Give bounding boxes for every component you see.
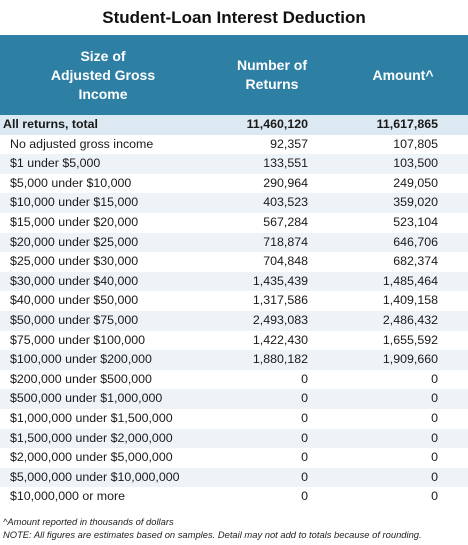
table-row: $200,000 under $500,000 0 0: [0, 370, 468, 390]
table-row: $5,000,000 under $10,000,000 0 0: [0, 467, 468, 488]
column-header-agi-size: Size of Adjusted Gross Income: [0, 35, 206, 115]
number-of-returns-cell: 92,357: [270, 136, 308, 151]
header-returns-line: Returns: [245, 76, 299, 92]
agi-size-cell: $200,000 under $500,000: [10, 371, 152, 386]
agi-size-cell: $10,000 under $15,000: [10, 195, 139, 210]
amount-cell: 0: [431, 410, 438, 425]
table-row: $25,000 under $30,000 704,848 682,374: [0, 252, 468, 272]
number-of-returns-cell: 2,493,083: [252, 312, 308, 327]
table-row: $15,000 under $20,000 567,284 523,104: [0, 213, 468, 233]
number-of-returns-cell: 704,848: [263, 254, 308, 269]
amount-cell: 11,617,865: [376, 117, 438, 131]
number-of-returns-cell: 1,435,439: [252, 273, 308, 288]
header-returns-line: Number of: [237, 57, 307, 73]
table-row: $40,000 under $50,000 1,317,586 1,409,158: [0, 291, 468, 311]
table-notes: ^Amount reported in thousands of dollars…: [3, 515, 465, 541]
agi-size-cell: $30,000 under $40,000: [10, 273, 139, 288]
table-row: $10,000,000 or more 0 0: [0, 487, 468, 507]
number-of-returns-cell: 1,880,182: [252, 352, 308, 367]
agi-size-cell: $20,000 under $25,000: [10, 234, 139, 249]
table-row: $30,000 under $40,000 1,435,439 1,485,464: [0, 271, 468, 292]
table-row: $75,000 under $100,000 1,422,430 1,655,592: [0, 331, 468, 351]
number-of-returns-cell: 718,874: [263, 234, 308, 249]
amount-cell: 0: [431, 371, 438, 386]
number-of-returns-cell: 11,460,120: [246, 117, 308, 131]
table-row: $5,000 under $10,000 290,964 249,050: [0, 174, 468, 194]
amount-cell: 682,374: [393, 254, 438, 269]
agi-size-cell: $25,000 under $30,000: [10, 254, 139, 269]
table-row: $1,000,000 under $1,500,000 0 0: [0, 409, 468, 429]
amount-cell: 523,104: [393, 214, 438, 229]
agi-size-cell: $10,000,000 or more: [10, 489, 126, 504]
amount-cell: 0: [431, 430, 438, 445]
column-header-number-of-returns: Number of Returns: [206, 35, 338, 115]
table-row: $1 under $5,000 133,551 103,500: [0, 154, 468, 174]
amount-cell: 249,050: [393, 175, 438, 190]
number-of-returns-cell: 0: [301, 391, 308, 406]
agi-size-cell: $1,000,000 under $1,500,000: [10, 410, 173, 425]
agi-size-cell: $5,000,000 under $10,000,000: [10, 469, 180, 484]
table-row: $2,000,000 under $5,000,000 0 0: [0, 448, 468, 468]
agi-size-cell: $1 under $5,000: [10, 156, 101, 171]
amount-cell: 1,409,158: [382, 293, 438, 308]
number-of-returns-cell: 133,551: [263, 156, 308, 171]
number-of-returns-cell: 0: [301, 410, 308, 425]
column-header-amount: Amount^: [372, 66, 434, 83]
table-body: All returns, total 11,460,120 11,617,865 No…: [0, 115, 468, 507]
number-of-returns-cell: 290,964: [263, 175, 308, 190]
header-size-line: Adjusted Gross: [50, 66, 156, 83]
agi-size-cell: $100,000 under $200,000: [10, 352, 152, 367]
agi-size-cell: $5,000 under $10,000: [10, 175, 132, 190]
agi-size-cell: $40,000 under $50,000: [10, 293, 139, 308]
amount-cell: 0: [431, 489, 438, 504]
number-of-returns-cell: 1,317,586: [252, 293, 308, 308]
agi-size-cell: $500,000 under $1,000,000: [10, 391, 163, 406]
number-of-returns-cell: 403,523: [263, 195, 308, 210]
table-row: $500,000 under $1,000,000 0 0: [0, 389, 468, 409]
number-of-returns-cell: 0: [301, 450, 308, 465]
number-of-returns-cell: 567,284: [263, 214, 308, 229]
table-row: $1,500,000 under $2,000,000 0 0: [0, 428, 468, 449]
amount-cell: 0: [431, 391, 438, 406]
amount-cell: 646,706: [393, 234, 438, 249]
amount-cell: 107,805: [393, 136, 438, 151]
header-size-line: Size of: [80, 47, 126, 64]
number-of-returns-cell: 0: [301, 469, 308, 484]
general-footnote: NOTE: All figures are estimates based on…: [3, 529, 422, 540]
number-of-returns-cell: 1,422,430: [252, 332, 308, 347]
agi-size-cell: $50,000 under $75,000: [10, 312, 139, 327]
table-row: $20,000 under $25,000 718,874 646,706: [0, 232, 468, 253]
amount-cell: 103,500: [393, 156, 438, 171]
table-header: Size of Adjusted Gross Income Number of …: [0, 35, 468, 115]
table-row: No adjusted gross income 92,357 107,805: [0, 135, 468, 155]
number-of-returns-cell: 0: [301, 489, 308, 504]
agi-size-cell: $1,500,000 under $2,000,000: [10, 430, 173, 445]
table-row: $50,000 under $75,000 2,493,083 2,486,432: [0, 310, 468, 331]
table-total-row: All returns, total 11,460,120 11,617,865: [0, 115, 468, 135]
header-size-line: Income: [78, 85, 128, 102]
amount-cell: 0: [431, 450, 438, 465]
number-of-returns-cell: 0: [301, 430, 308, 445]
agi-size-cell: $75,000 under $100,000: [10, 332, 146, 347]
agi-size-cell: $15,000 under $20,000: [10, 214, 139, 229]
amount-cell: 359,020: [393, 195, 438, 210]
agi-size-cell: $2,000,000 under $5,000,000: [10, 450, 173, 465]
amount-cell: 1,655,592: [382, 332, 438, 347]
amount-cell: 0: [431, 469, 438, 484]
amount-cell: 2,486,432: [382, 312, 438, 327]
table-row: $10,000 under $15,000 403,523 359,020: [0, 193, 468, 213]
amount-footnote: ^Amount reported in thousands of dollars: [3, 516, 174, 527]
amount-cell: 1,909,660: [382, 352, 438, 367]
amount-cell: 1,485,464: [382, 273, 438, 288]
agi-size-cell: No adjusted gross income: [10, 136, 154, 151]
table-row: $100,000 under $200,000 1,880,182 1,909,66…: [0, 350, 468, 370]
number-of-returns-cell: 0: [301, 371, 308, 386]
table-title: Student-Loan Interest Deduction: [102, 8, 366, 27]
agi-size-cell: All returns, total: [3, 117, 99, 131]
